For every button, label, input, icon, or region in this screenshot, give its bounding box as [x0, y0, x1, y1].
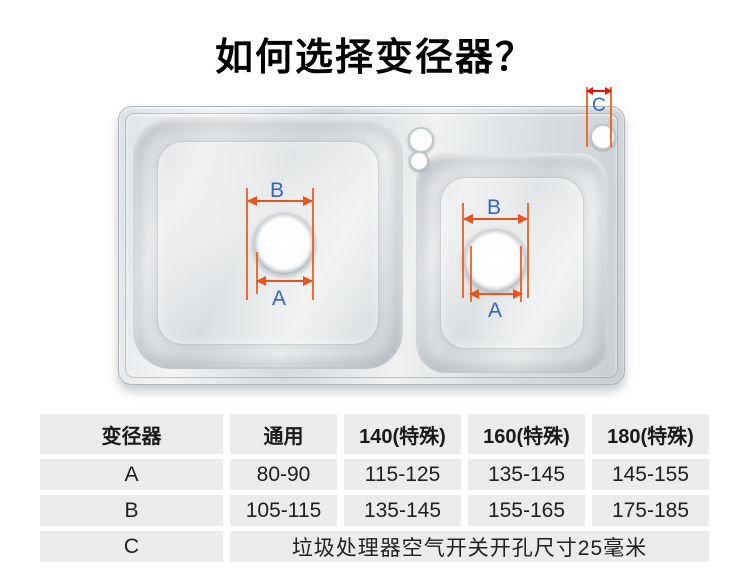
row-a-180: 145-155 [592, 459, 709, 490]
header-cell-180: 180(特殊) [592, 414, 709, 454]
dim-label-a-left: A [272, 287, 287, 310]
dim-label-b-right: B [487, 196, 502, 219]
row-b-140: 135-145 [344, 495, 461, 526]
reducer-spec-table: 变径器 通用 140(特殊) 160(特殊) 180(特殊) A 80-90 1… [40, 414, 712, 562]
row-c-name: C [40, 531, 223, 562]
drain-arrow-a-right [469, 289, 523, 299]
row-b-160: 155-165 [468, 495, 585, 526]
header-cell-reducer: 变径器 [40, 414, 223, 454]
drain-hole-left [254, 215, 314, 275]
corner-hole-arrow-c [586, 87, 612, 95]
extension-tick-a-right-l [470, 246, 472, 302]
air-switch-hole [590, 124, 616, 150]
extension-line-right-bowl-r [527, 203, 529, 298]
extension-line-left-bowl-l [246, 188, 248, 300]
width-arrow-b-right [463, 214, 528, 224]
extension-tick-a-right-r [520, 246, 522, 302]
header-cell-140: 140(特殊) [344, 414, 461, 454]
drain-arrow-a-left [256, 276, 313, 286]
row-a-general: 80-90 [230, 459, 337, 490]
dim-label-a-right: A [488, 299, 503, 322]
extension-line-c-r [610, 87, 612, 147]
faucet-hole-large [408, 127, 434, 153]
extension-tick-a-left [256, 252, 258, 294]
dim-label-c: C [592, 95, 606, 116]
row-a-160: 135-145 [468, 459, 585, 490]
sink-diagram [118, 106, 625, 385]
row-c-note: 垃圾处理器空气开关开孔尺寸25毫米 [230, 531, 709, 562]
page-title: 如何选择变径器？ [214, 37, 535, 79]
width-arrow-b-left [247, 196, 313, 206]
row-b-name: B [40, 495, 223, 526]
row-b-180: 175-185 [592, 495, 709, 526]
header-cell-160: 160(特殊) [468, 414, 585, 454]
row-a-name: A [40, 459, 223, 490]
header-cell-general: 通用 [230, 414, 337, 454]
extension-line-c-l [586, 87, 588, 147]
dim-label-b-left: B [270, 179, 285, 202]
extension-line-left-bowl-r [312, 188, 314, 300]
faucet-hole-small [409, 151, 429, 171]
extension-line-right-bowl-l [462, 203, 464, 298]
row-a-140: 115-125 [344, 459, 461, 490]
row-b-general: 105-115 [230, 495, 337, 526]
drain-hole-right [464, 231, 526, 293]
